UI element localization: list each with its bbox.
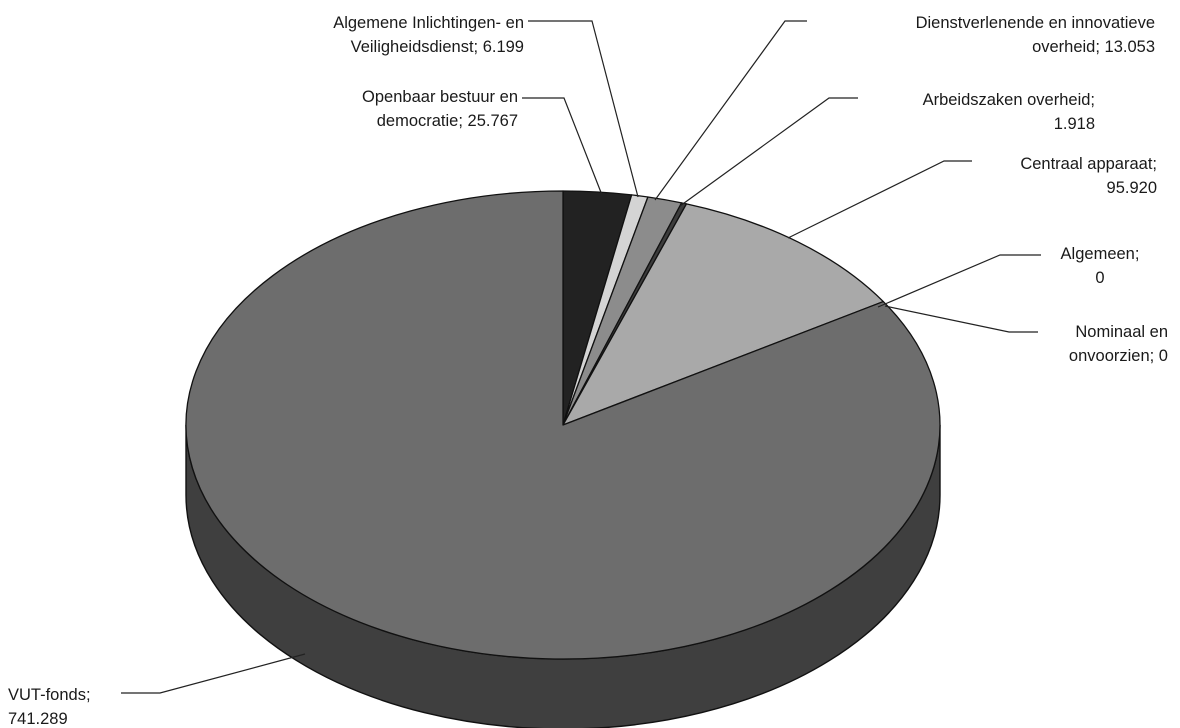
label-nominaal-en-onvoorzien: Nominaal en onvoorzien; 0 <box>1069 323 1168 365</box>
leader-arbeidszaken-overheid <box>679 97 858 207</box>
label-nominaal-en-onvoorzien-line-1: Nominaal en <box>1075 323 1168 341</box>
leader-dienstverlenende-en-innovatieve-overheid <box>654 20 807 201</box>
slice-labels: Algemene Inlichtingen- en Veiligheidsdien… <box>8 14 1168 728</box>
label-dienstverlenende-en-innovatieve-overheid-line-2: overheid; 13.053 <box>1032 38 1155 56</box>
label-algemene-inlichtingen-en-veiligheidsdienst: Algemene Inlichtingen- en Veiligheidsdien… <box>333 14 524 56</box>
label-algemeen: Algemeen; 0 <box>1061 245 1140 287</box>
leader-algemeen <box>877 254 1041 308</box>
label-vut-fonds-line-2: 741.289 <box>8 710 68 728</box>
leader-lines <box>121 20 1041 694</box>
label-centraal-apparaat-line-2: 95.920 <box>1107 179 1157 197</box>
label-centraal-apparaat-line-1: Centraal apparaat; <box>1020 155 1157 173</box>
leader-openbaar-bestuur-en-democratie <box>522 97 603 196</box>
label-algemene-inlichtingen-en-veiligheidsdienst-line-2: Veiligheidsdienst; 6.199 <box>351 38 524 56</box>
leader-vut-fonds <box>121 653 306 694</box>
label-algemeen-line-2: 0 <box>1095 269 1104 287</box>
label-arbeidszaken-overheid-line-2: 1.918 <box>1054 115 1095 133</box>
label-algemeen-line-1: Algemeen; <box>1061 245 1140 263</box>
leader-nominaal-en-onvoorzien <box>884 305 1038 333</box>
label-nominaal-en-onvoorzien-line-2: onvoorzien; 0 <box>1069 347 1168 365</box>
label-algemene-inlichtingen-en-veiligheidsdienst-line-1: Algemene Inlichtingen- en <box>333 14 524 32</box>
pie-slice-vut-fonds <box>185 190 941 660</box>
pie-top-face <box>185 190 941 660</box>
label-arbeidszaken-overheid-line-1: Arbeidszaken overheid; <box>923 91 1095 109</box>
pie-slice-centraal-apparaat <box>562 203 884 426</box>
label-vut-fonds: VUT-fonds; 741.289 <box>8 686 91 728</box>
label-centraal-apparaat: Centraal apparaat; 95.920 <box>1020 155 1157 197</box>
label-dienstverlenende-en-innovatieve-overheid-line-1: Dienstverlenende en innovatieve <box>916 14 1155 32</box>
label-openbaar-bestuur-en-democratie: Openbaar bestuur en democratie; 25.767 <box>362 88 518 130</box>
leader-centraal-apparaat <box>787 160 972 239</box>
label-arbeidszaken-overheid: Arbeidszaken overheid; 1.918 <box>923 91 1095 133</box>
label-dienstverlenende-en-innovatieve-overheid: Dienstverlenende en innovatieve overheid;… <box>916 14 1155 56</box>
leader-algemene-inlichtingen-en-veiligheidsdienst <box>528 20 639 198</box>
label-vut-fonds-line-1: VUT-fonds; <box>8 686 91 704</box>
label-openbaar-bestuur-en-democratie-line-2: democratie; 25.767 <box>377 112 518 130</box>
label-openbaar-bestuur-en-democratie-line-1: Openbaar bestuur en <box>362 88 518 106</box>
